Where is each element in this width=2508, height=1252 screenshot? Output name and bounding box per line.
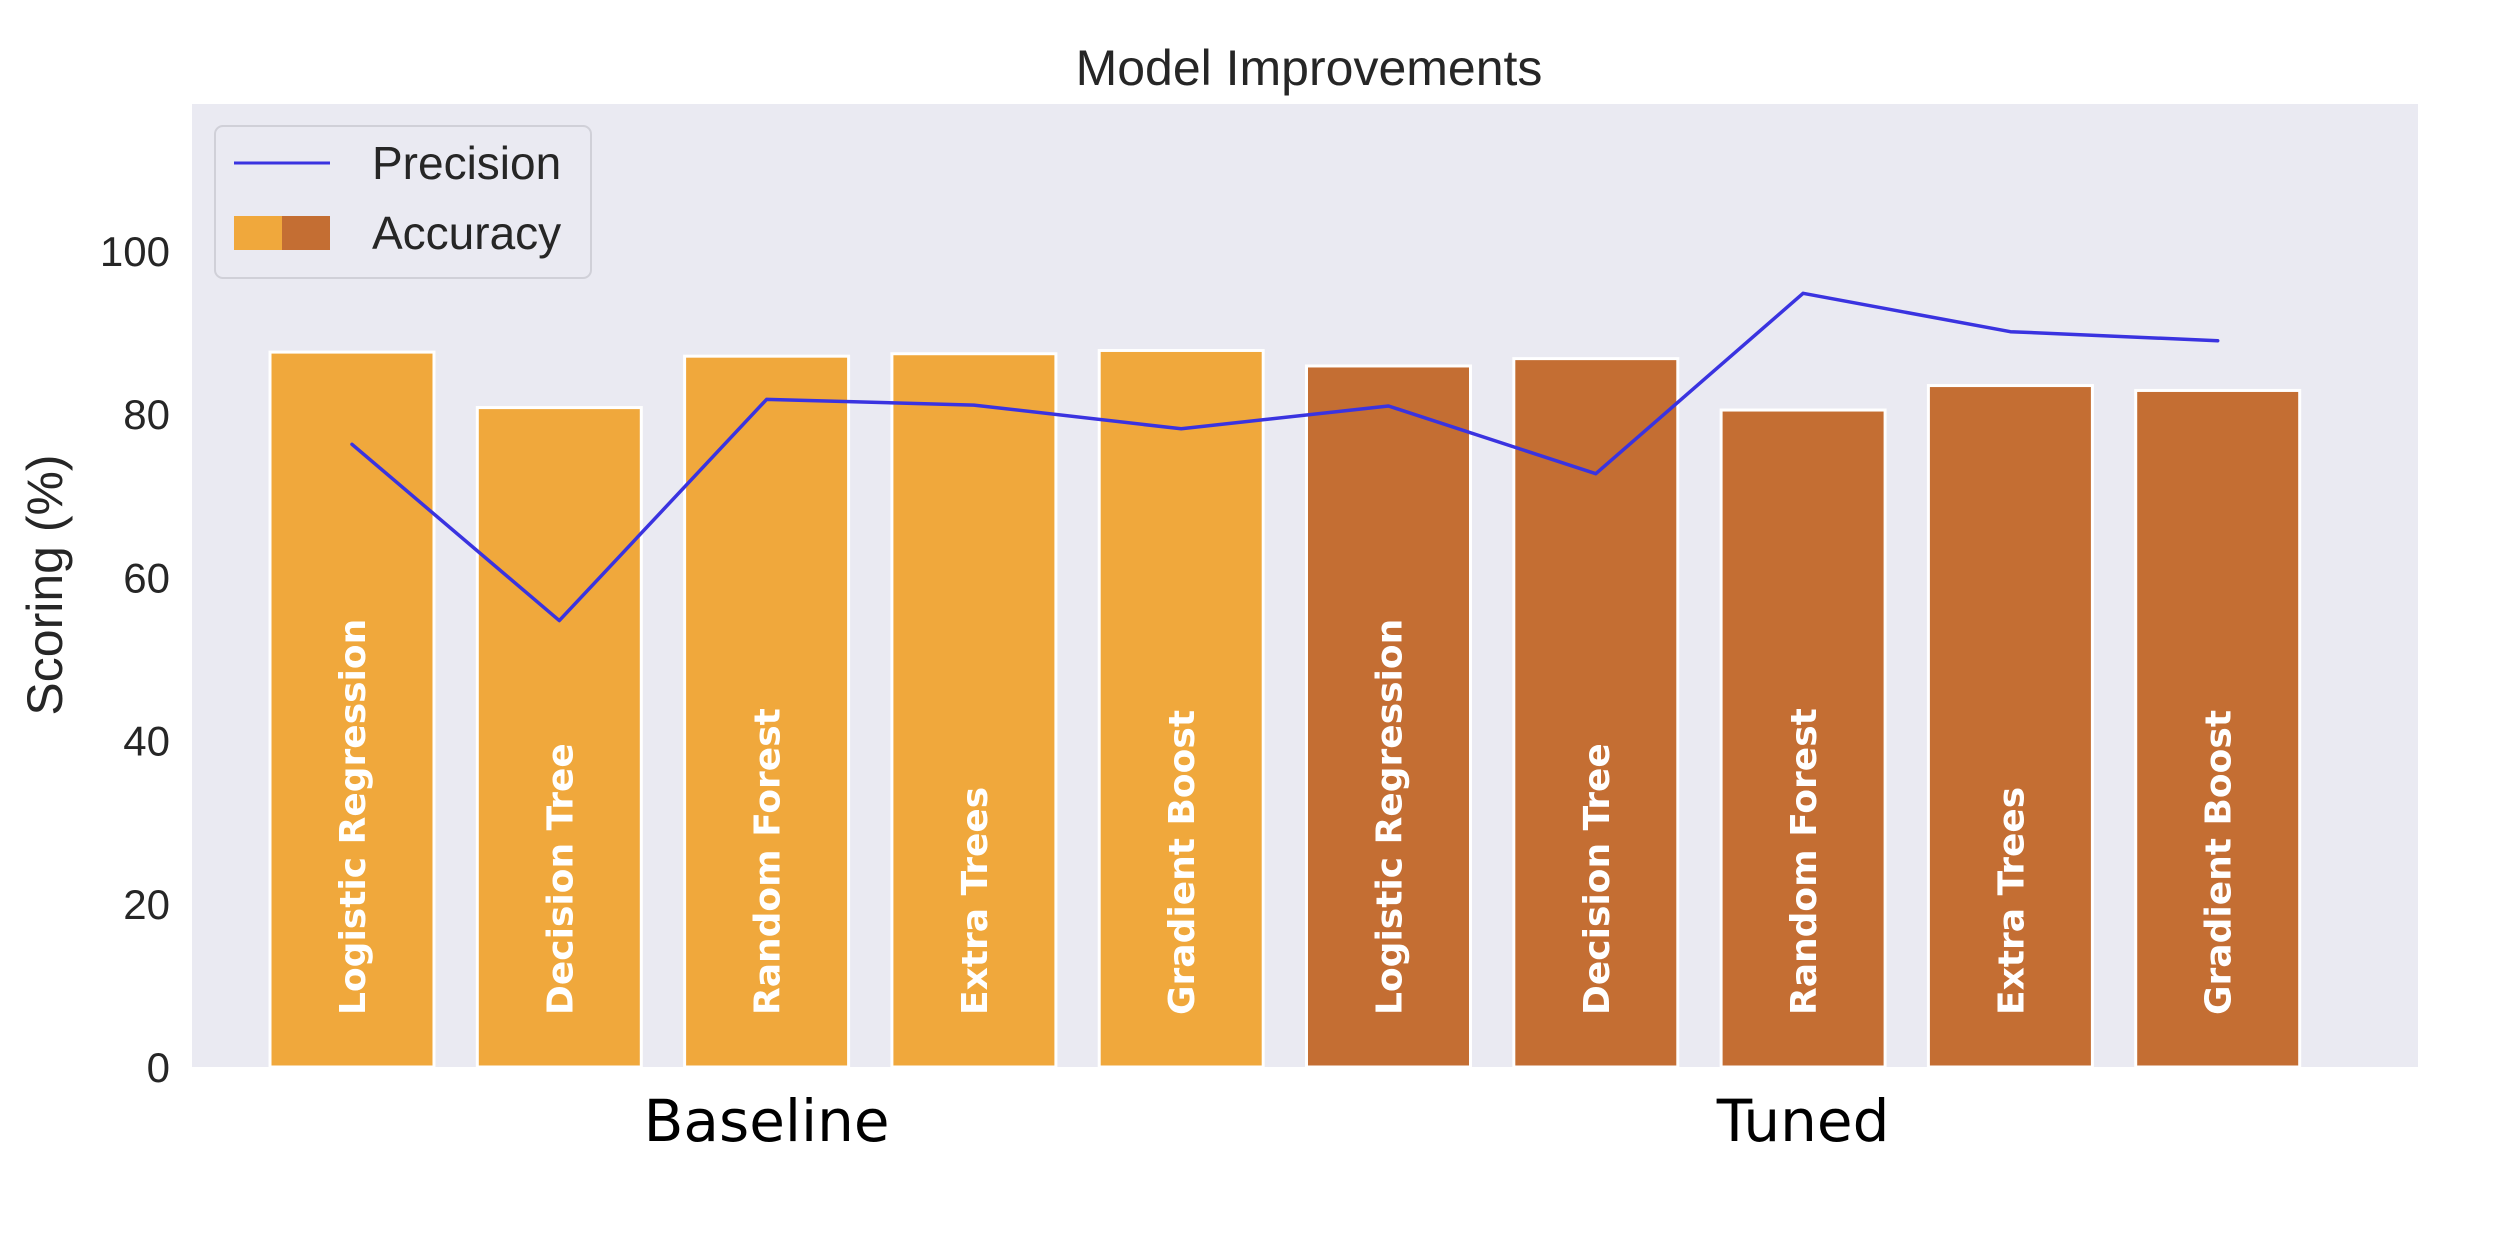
bar-category-label: Logistic Regression [1370,619,1411,1015]
accuracy-bar [1305,364,1472,1069]
y-tick-label: 40 [123,718,170,765]
bar-category-label: Random Forest [748,708,789,1015]
legend-accuracy-label: Accuracy [372,207,561,259]
accuracy-bar [268,350,436,1069]
bar-category-label: Gradient Boost [1162,710,1203,1015]
group-label: Tuned [1716,1087,1890,1155]
legend-precision-label: Precision [372,137,561,189]
group-labels: Baseline Tuned [644,1087,1890,1155]
precision-series [350,291,2220,623]
bar-category-label: Gradient Boost [2199,710,2240,1015]
bar-category-labels: Logistic Regression Decision Tree Random F… [333,619,2240,1015]
legend: Precision Accuracy [214,125,592,279]
accuracy-bar [1097,348,1265,1069]
y-tick-label: 0 [147,1044,170,1091]
bar-category-label: Logistic Regression [333,619,374,1015]
y-tick-label: 80 [123,391,170,438]
y-tick-label: 60 [123,554,170,601]
y-tick-label: 20 [123,881,170,928]
accuracy-bar [475,406,643,1069]
legend-accuracy-swatch-baseline [234,216,282,250]
y-tick-label: 100 [100,228,170,275]
accuracy-bar [2134,388,2302,1069]
bar-category-label: Random Forest [1784,708,1825,1015]
accuracy-bar [890,352,1058,1069]
bar-category-label: Extra Trees [1991,787,2032,1015]
chart-title: Model Improvements [1076,40,1543,96]
group-label: Baseline [644,1087,890,1155]
accuracy-bar [1926,384,2094,1069]
y-axis-ticks: 0 20 40 60 80 100 [100,228,170,1091]
legend-accuracy-swatch-tuned [282,216,330,250]
accuracy-bars [268,348,2302,1069]
accuracy-bar [683,354,851,1069]
bar-category-label: Decision Tree [540,743,581,1015]
accuracy-bar [1719,408,1887,1069]
y-axis-label: Scoring (%) [17,454,73,715]
precision-line [350,291,2220,623]
bar-category-label: Decision Tree [1577,743,1618,1015]
accuracy-bar [1512,357,1680,1069]
bar-category-label: Extra Trees [955,787,996,1015]
